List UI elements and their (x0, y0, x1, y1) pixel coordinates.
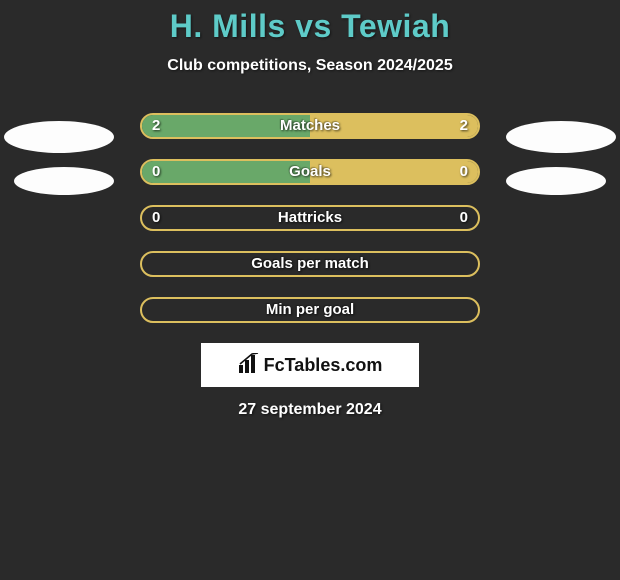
page-title: H. Mills vs Tewiah (0, 0, 620, 45)
bar-value-left: 0 (152, 161, 160, 183)
stat-bar: Goals per match (140, 251, 480, 277)
bar-label: Min per goal (142, 299, 478, 321)
brand-text: FcTables.com (264, 355, 383, 376)
brand-box: FcTables.com (201, 343, 419, 387)
bar-label: Goals (142, 161, 478, 183)
brand-chart-icon (238, 353, 260, 378)
player-left-oval-2 (14, 167, 114, 195)
bar-value-right: 0 (460, 161, 468, 183)
bar-label: Goals per match (142, 253, 478, 275)
date-text: 27 september 2024 (0, 401, 620, 419)
player-right-oval-2 (506, 167, 606, 195)
player-right-oval-1 (506, 121, 616, 153)
stat-bar: Min per goal (140, 297, 480, 323)
bar-value-left: 0 (152, 207, 160, 229)
bar-value-right: 0 (460, 207, 468, 229)
bar-label: Hattricks (142, 207, 478, 229)
bar-value-right: 2 (460, 115, 468, 137)
stat-bar: Hattricks0 0 (140, 205, 480, 231)
bar-value-left: 2 (152, 115, 160, 137)
player-left-oval-1 (4, 121, 114, 153)
subtitle: Club competitions, Season 2024/2025 (0, 57, 620, 75)
stat-bar: Goals0 0 (140, 159, 480, 185)
comparison-chart: Matches22Goals00Hattricks00Goals per mat… (0, 113, 620, 323)
stat-bar: Matches2 2 (140, 113, 480, 139)
bar-label: Matches (142, 115, 478, 137)
